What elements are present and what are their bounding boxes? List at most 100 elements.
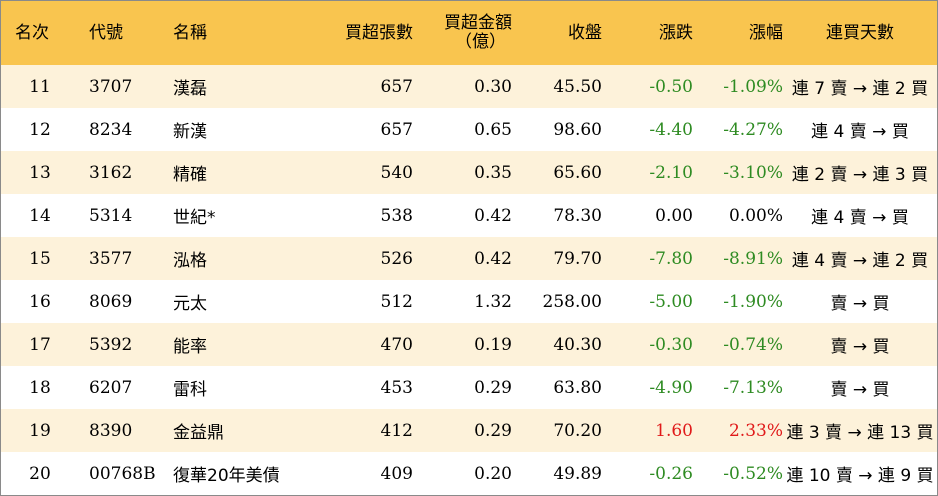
table-row: 13 3162 精確 540 0.35 65.60 -2.10 -3.10% 連 2 賣 → 連… [1,151,937,194]
code-cell: 6207 [89,377,133,398]
name-cell: 世紀* [173,208,216,228]
net-buy-lots-cell: 657 [380,119,413,140]
change-cell: -2.10 [649,162,693,183]
net-buy-lots-cell: 409 [380,463,413,484]
close-price-cell: 65.60 [553,162,602,183]
net-buy-lots-cell: 453 [380,377,413,398]
net-buy-amount-cell: 0.65 [474,119,512,140]
net-buy-amount-cell: 0.29 [474,377,512,398]
code-cell: 5392 [89,334,133,355]
code-cell: 8234 [89,119,133,140]
consecutive-days-cell: 連 4 賣 → 連 2 買 [791,251,929,271]
header-code: 代號 [89,22,123,43]
net-buy-lots-cell: 412 [380,420,413,441]
name-cell: 金益鼎 [173,423,224,443]
net-buy-lots-cell: 470 [380,334,413,355]
change-cell: 1.60 [655,420,693,441]
consecutive-days-cell: 賣 → 買 [830,337,890,357]
change-cell: 0.00 [655,205,693,226]
table-row: 20 00768B 復華20年美債 409 0.20 49.89 -0.26 -0.52% 連 … [1,452,937,495]
consecutive-days-cell: 賣 → 買 [830,380,890,400]
consecutive-days-cell: 賣 → 買 [830,294,890,314]
net-buy-lots-cell: 540 [380,162,413,183]
table-row: 18 6207 雷科 453 0.29 63.80 -4.90 -7.13% 賣 → 買 [1,366,937,409]
consecutive-days-cell: 連 4 賣 → 買 [811,208,909,228]
code-cell: 8390 [89,420,133,441]
net-buy-lots-cell: 526 [380,248,413,269]
table-row: 17 5392 能率 470 0.19 40.30 -0.30 -0.74% 賣 → 買 [1,323,937,366]
table-row: 12 8234 新漢 657 0.65 98.60 -4.40 -4.27% 連 4 賣 → 買 [1,108,937,151]
close-price-cell: 258.00 [542,291,602,312]
close-price-cell: 79.70 [553,248,602,269]
change-cell: -7.80 [649,248,693,269]
header-net-buy-amount-line2: （億） [455,32,506,52]
consecutive-days-cell: 連 7 賣 → 連 2 買 [791,79,929,99]
rank-cell: 20 [29,463,51,484]
change-pct-cell: -1.90% [723,291,783,312]
net-buy-amount-cell: 0.35 [474,162,512,183]
code-cell: 8069 [89,291,133,312]
change-pct-cell: -0.74% [723,334,783,355]
change-pct-cell: -8.91% [723,248,783,269]
change-pct-cell: -0.52% [723,463,783,484]
header-change-pct: 漲幅 [749,22,783,43]
net-buy-amount-cell: 1.32 [474,291,512,312]
rank-cell: 15 [29,248,51,269]
rank-cell: 12 [29,119,51,140]
close-price-cell: 70.20 [553,420,602,441]
rank-cell: 16 [29,291,51,312]
net-buy-amount-cell: 0.30 [474,76,512,97]
header-close: 收盤 [568,22,602,43]
consecutive-days-cell: 連 4 賣 → 買 [811,122,909,142]
close-price-cell: 78.30 [553,205,602,226]
change-pct-cell: -3.10% [723,162,783,183]
net-buy-lots-cell: 512 [380,291,413,312]
net-buy-amount-cell: 0.20 [474,463,512,484]
change-pct-cell: -1.09% [723,76,783,97]
table-row: 19 8390 金益鼎 412 0.29 70.20 1.60 2.33% 連 3 賣 → 連 … [1,409,937,452]
table-row: 16 8069 元太 512 1.32 258.00 -5.00 -1.90% 賣 → 買 [1,280,937,323]
change-cell: -4.40 [649,119,693,140]
table-row: 14 5314 世紀* 538 0.42 78.30 0.00 0.00% 連 4 賣 → 買 [1,194,937,237]
net-buy-amount-cell: 0.29 [474,420,512,441]
name-cell: 元太 [173,294,207,314]
header-row: 名次 代號 名稱 買超張數 買超金額 （億） 收盤 漲跌 漲幅 連買天數 [1,1,937,65]
header-name: 名稱 [173,22,207,43]
header-net-buy-lots: 買超張數 [345,22,413,43]
name-cell: 能率 [173,337,207,357]
change-cell: -0.30 [649,334,693,355]
name-cell: 泓格 [173,251,207,271]
close-price-cell: 63.80 [553,377,602,398]
header-consecutive-days: 連買天數 [826,22,894,43]
rank-cell: 14 [29,205,51,226]
code-cell: 00768B [89,463,156,484]
close-price-cell: 40.30 [553,334,602,355]
change-pct-cell: -7.13% [723,377,783,398]
header-rank: 名次 [15,22,49,43]
consecutive-days-cell: 連 10 賣 → 連 9 買 [786,466,934,486]
net-buy-amount-cell: 0.19 [474,334,512,355]
code-cell: 3707 [89,76,133,97]
net-buy-lots-cell: 538 [380,205,413,226]
code-cell: 5314 [89,205,133,226]
name-cell: 漢磊 [173,79,207,99]
name-cell: 精確 [173,165,207,185]
net-buy-amount-cell: 0.42 [474,248,512,269]
change-cell: -0.50 [649,76,693,97]
close-price-cell: 98.60 [553,119,602,140]
change-pct-cell: -4.27% [723,119,783,140]
name-cell: 雷科 [173,380,207,400]
rank-cell: 18 [29,377,51,398]
net-buy-lots-cell: 657 [380,76,413,97]
header-change: 漲跌 [659,22,693,43]
code-cell: 3577 [89,248,133,269]
change-cell: -0.26 [649,463,693,484]
change-pct-cell: 2.33% [728,420,783,441]
change-pct-cell: 0.00% [728,205,783,226]
consecutive-days-cell: 連 2 賣 → 連 3 買 [791,165,929,185]
close-price-cell: 45.50 [553,76,602,97]
change-cell: -5.00 [649,291,693,312]
close-price-cell: 49.89 [553,463,602,484]
